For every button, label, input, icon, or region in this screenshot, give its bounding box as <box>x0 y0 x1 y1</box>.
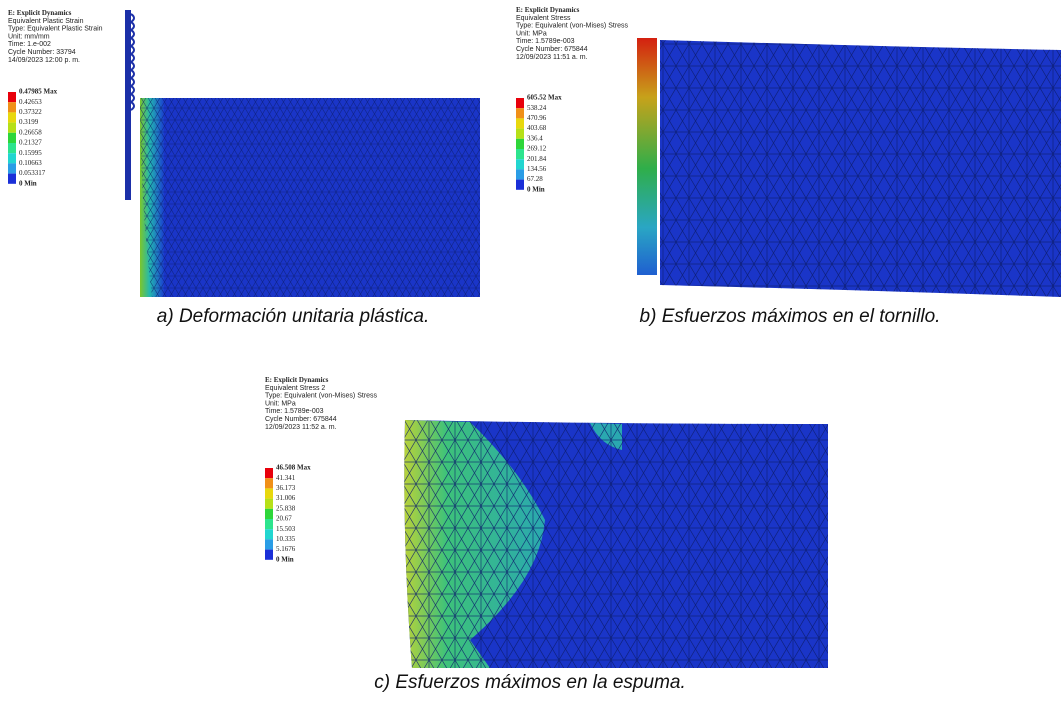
legend-swatch <box>516 129 524 139</box>
legend-label: 403.68 <box>527 124 547 132</box>
legend-swatch <box>516 149 524 159</box>
header-line: Cycle Number: 675844 <box>265 416 337 423</box>
legend-label: 134.56 <box>527 165 547 173</box>
header-line: E: Explicit Dynamics <box>516 6 580 14</box>
legend-label: 470.96 <box>527 114 547 122</box>
header-line: E: Explicit Dynamics <box>265 376 329 384</box>
header-line: Equivalent Plastic Strain <box>8 18 84 25</box>
legend-swatch <box>265 509 273 519</box>
header-line: 12/09/2023 11:52 a. m. <box>265 424 337 431</box>
legend-swatch <box>8 112 16 122</box>
header-line: Cycle Number: 33794 <box>8 49 76 56</box>
legend-label: 0.37322 <box>19 108 42 116</box>
caption: a) Deformación unitaria plástica. <box>157 306 429 327</box>
header-line: 14/09/2023 12:00 p. m. <box>8 57 80 64</box>
legend-swatch <box>265 488 273 498</box>
header-line: Unit: mm/mm <box>8 33 50 40</box>
header-line: Type: Equivalent Plastic Strain <box>8 26 103 33</box>
legend-swatch <box>516 180 524 190</box>
legend-swatch <box>265 529 273 539</box>
legend-label: 0.42653 <box>19 98 42 106</box>
legend-swatch <box>8 153 16 163</box>
legend-label: 5.1676 <box>276 545 296 553</box>
caption: b) Esfuerzos máximos en el tornillo. <box>640 306 941 327</box>
legend-label: 0 Min <box>19 179 37 187</box>
legend-label: 10.335 <box>276 535 296 543</box>
legend-label: 31.006 <box>276 494 296 502</box>
legend-label: 0.47985 Max <box>19 88 58 96</box>
legend-label: 0.26658 <box>19 128 42 136</box>
mesh-b <box>637 38 1061 297</box>
legend-swatch <box>265 468 273 478</box>
legend-label: 201.84 <box>527 155 547 163</box>
legend-label: 605.52 Max <box>527 94 562 102</box>
legend-label: 46.508 Max <box>276 464 311 472</box>
legend-swatch <box>516 159 524 169</box>
mesh-a <box>125 10 480 297</box>
legend-swatch <box>516 169 524 179</box>
header-line: Time: 1.5789e-003 <box>265 408 324 415</box>
legend-swatch <box>8 143 16 153</box>
legend-label: 41.341 <box>276 474 296 482</box>
legend-swatch <box>516 98 524 108</box>
legend-swatch <box>8 92 16 102</box>
header-line: Time: 1.5789e-003 <box>516 38 575 45</box>
legend-swatch <box>8 163 16 173</box>
mesh-c <box>404 420 828 668</box>
legend-label: 25.838 <box>276 504 296 512</box>
legend-label: 269.12 <box>527 145 547 153</box>
legend-label: 67.28 <box>527 175 543 183</box>
header-line: E: Explicit Dynamics <box>8 9 72 17</box>
legend-label: 0 Min <box>527 185 545 193</box>
legend-swatch <box>8 102 16 112</box>
legend-swatch <box>516 118 524 128</box>
legend-swatch <box>265 519 273 529</box>
legend-swatch <box>265 539 273 549</box>
legend-label: 0.15995 <box>19 149 42 157</box>
header-line: Time: 1.e-002 <box>8 41 51 48</box>
legend-label: 538.24 <box>527 104 547 112</box>
legend-label: 0.10663 <box>19 159 42 167</box>
legend-label: 336.4 <box>527 134 543 142</box>
legend-label: 0 Min <box>276 555 294 563</box>
header-line: Equivalent Stress 2 <box>265 385 325 392</box>
legend-swatch <box>8 133 16 143</box>
header-line: 12/09/2023 11:51 a. m. <box>516 54 588 61</box>
header-line: Type: Equivalent (von-Mises) Stress <box>516 23 629 30</box>
legend-swatch <box>265 499 273 509</box>
legend-label: 15.503 <box>276 525 296 533</box>
legend-label: 0.053317 <box>19 169 46 177</box>
header-line: Unit: MPa <box>265 400 296 407</box>
legend-swatch <box>516 139 524 149</box>
legend-label: 36.173 <box>276 484 296 492</box>
header-line: Equivalent Stress <box>516 15 571 22</box>
header-line: Unit: MPa <box>516 30 547 37</box>
caption: c) Esfuerzos máximos en la espuma. <box>374 672 686 693</box>
legend-swatch <box>516 108 524 118</box>
legend-swatch <box>265 478 273 488</box>
legend-swatch <box>8 123 16 133</box>
legend-label: 20.67 <box>276 515 292 523</box>
legend-label: 0.3199 <box>19 118 39 126</box>
legend-label: 0.21327 <box>19 139 42 147</box>
header-line: Cycle Number: 675844 <box>516 46 588 53</box>
header-line: Type: Equivalent (von-Mises) Stress <box>265 393 378 400</box>
figure: E: Explicit DynamicsEquivalent Plastic S… <box>0 0 1061 703</box>
legend-swatch <box>8 174 16 184</box>
legend-swatch <box>265 550 273 560</box>
